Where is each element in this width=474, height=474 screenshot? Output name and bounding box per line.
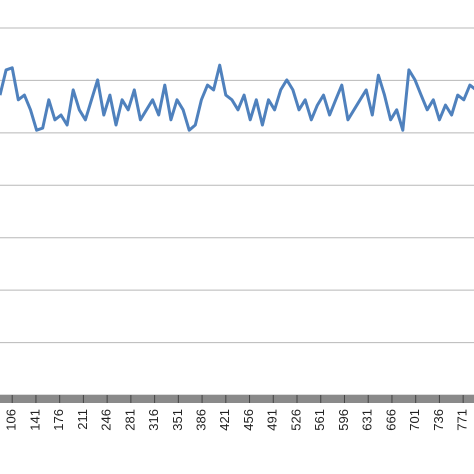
x-tick-label: 631 xyxy=(360,409,375,431)
x-tick-label: 771 xyxy=(455,409,470,431)
x-tick-label: 421 xyxy=(217,409,232,431)
x-tick-label: 491 xyxy=(265,409,280,431)
x-tick-label: 456 xyxy=(241,409,256,431)
x-tick-label: 701 xyxy=(407,409,422,431)
x-tick-label: 526 xyxy=(288,409,303,431)
x-tick-label: 386 xyxy=(194,409,209,431)
x-tick-label: 246 xyxy=(99,409,114,431)
x-tick-label: 141 xyxy=(27,409,42,431)
plot-area xyxy=(0,63,474,132)
x-tick-label: 176 xyxy=(51,409,66,431)
x-tick-label: 211 xyxy=(75,409,90,430)
x-axis-band xyxy=(0,395,474,403)
x-tick-label: 351 xyxy=(170,409,185,431)
x-tick-label: 316 xyxy=(146,409,161,431)
x-tick-label: 596 xyxy=(336,409,351,431)
x-tick-label: 666 xyxy=(383,409,398,431)
x-tick-label: 736 xyxy=(431,409,446,431)
x-tick-label: 281 xyxy=(122,409,137,431)
data-line xyxy=(0,63,474,132)
x-tick-label: 106 xyxy=(4,409,19,431)
x-tick-label: 561 xyxy=(312,409,327,431)
